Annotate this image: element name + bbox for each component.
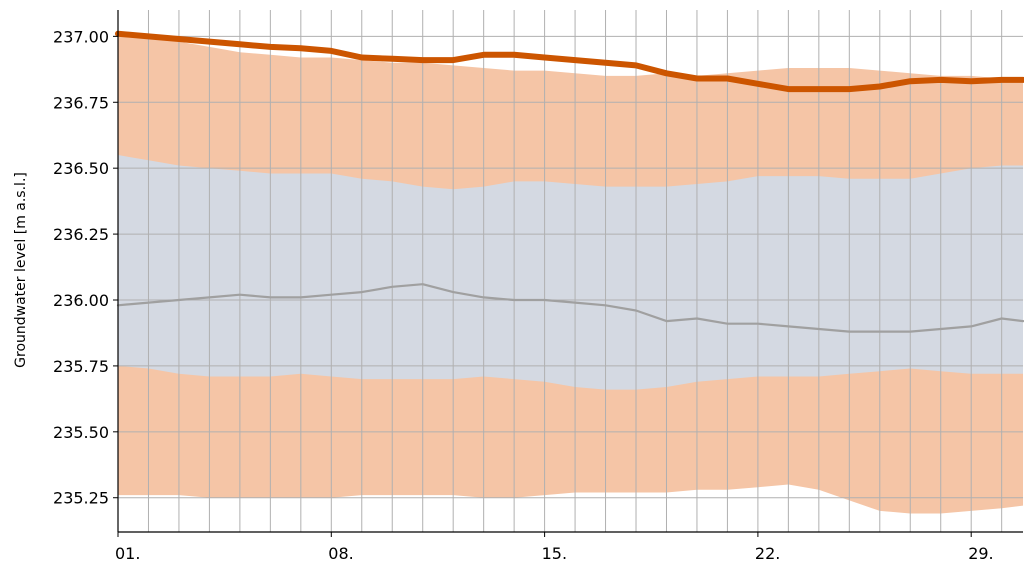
tick-labels: 235.25 235.50 235.75 236.00 236.25 236.50 236.…: [53, 27, 994, 563]
x-tick-label-1: 08.: [328, 544, 353, 563]
grid-layer: [117, 10, 1023, 532]
axes-layer: [113, 10, 1023, 537]
x-tick-label-3: 22.: [755, 544, 780, 563]
y-tick-label-4: 236.25: [53, 225, 109, 244]
series-lines: [115, 30, 1024, 333]
y-tick-label-6: 236.75: [53, 93, 109, 112]
y-tick-label-2: 235.75: [53, 357, 109, 376]
x-tick-label-4: 29.: [968, 544, 993, 563]
current-line: [115, 30, 1024, 93]
median-line: [116, 283, 1024, 333]
band-layer: [118, 33, 1023, 514]
y-tick-label-3: 236.00: [53, 291, 109, 310]
y-tick-label-1: 235.50: [53, 423, 109, 442]
x-tick-label-2: 15.: [542, 544, 567, 563]
y-tick-label-7: 237.00: [53, 27, 109, 46]
y-tick-label-5: 236.50: [53, 159, 109, 178]
x-tick-label-0: 01.: [115, 544, 140, 563]
y-tick-label-0: 235.25: [53, 489, 109, 508]
y-axis-label: Groundwater level [m a.s.l.]: [13, 172, 29, 368]
inner-band-area: [118, 155, 1023, 390]
